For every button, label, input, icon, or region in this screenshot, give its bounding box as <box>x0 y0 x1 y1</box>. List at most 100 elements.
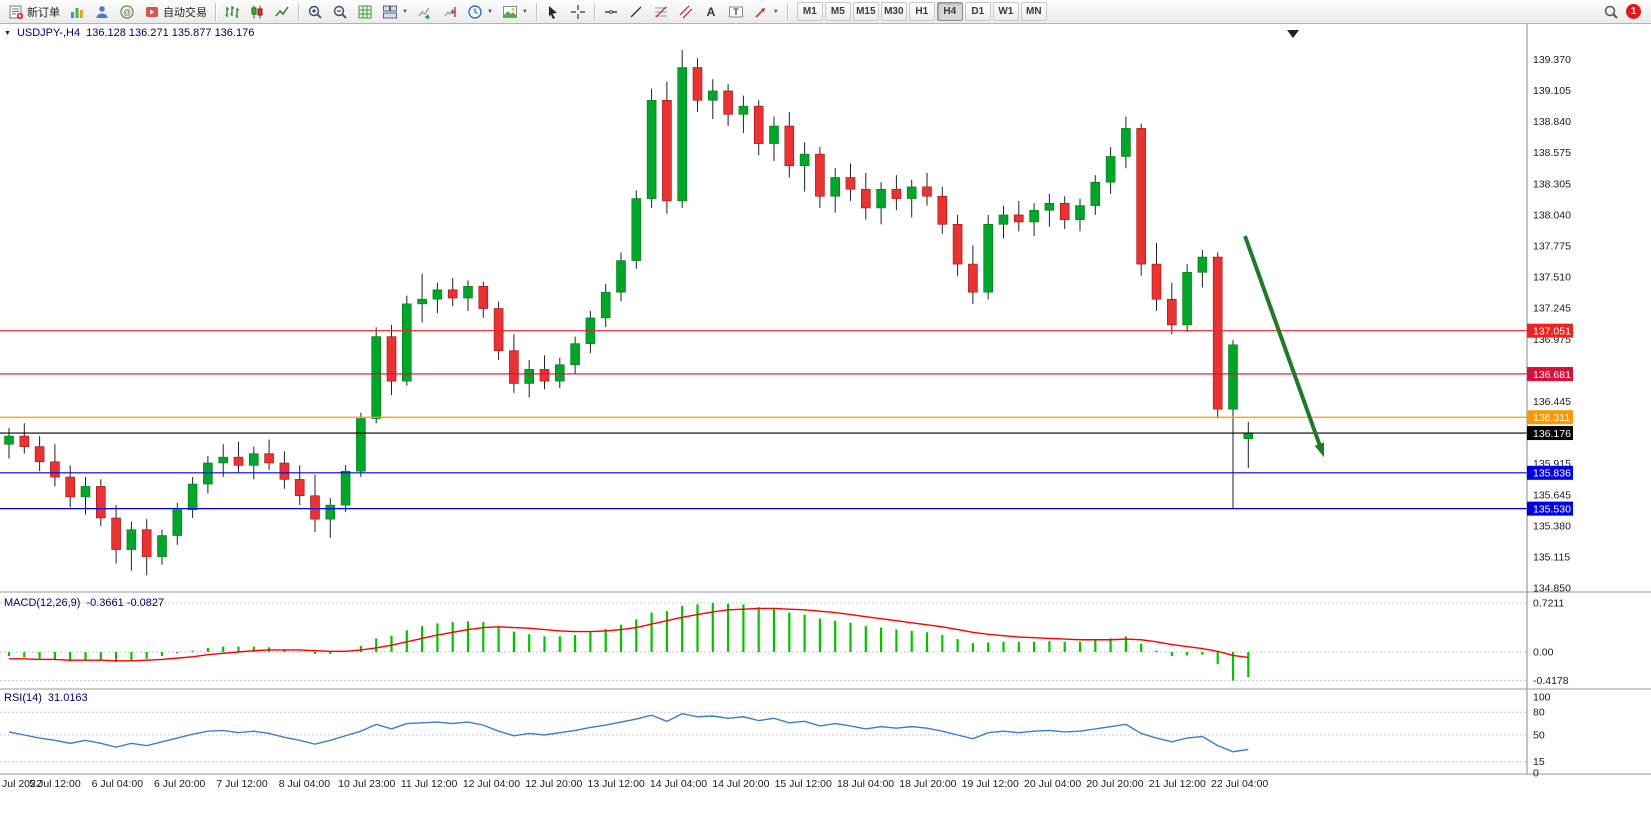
period-button[interactable]: ▼ <box>463 1 497 22</box>
svg-text:10 Jul 23:00: 10 Jul 23:00 <box>338 778 395 790</box>
candlestick-icon <box>251 5 263 18</box>
chevron-down-icon: ▼ <box>486 8 493 15</box>
fibonacci-icon <box>654 6 667 17</box>
chart-shift-marker[interactable] <box>1287 30 1299 38</box>
svg-text:137.775: 137.775 <box>1533 240 1571 252</box>
macd-panel[interactable]: 0.7211 0.00 -0.4178 <box>0 597 1569 687</box>
arrow-tool-icon <box>755 7 765 18</box>
svg-text:135.115: 135.115 <box>1533 552 1570 564</box>
clock-icon <box>468 4 482 19</box>
rsi-panel[interactable]: 100 80 50 150 <box>0 692 1551 780</box>
zoom-in-button[interactable] <box>303 1 327 22</box>
text-button[interactable]: A <box>699 1 723 22</box>
svg-text:100: 100 <box>1533 692 1551 704</box>
svg-text:136.176: 136.176 <box>1533 428 1571 440</box>
channel-icon <box>679 5 693 18</box>
templates-icon <box>502 5 517 18</box>
tile-windows-icon <box>383 5 397 18</box>
svg-text:138.040: 138.040 <box>1533 209 1571 221</box>
timeframe-h4-button[interactable]: H4 <box>936 2 963 21</box>
chevron-down-icon: ▼ <box>772 8 779 15</box>
chart-canvas[interactable]: 139.370 139.105 138.840 138.575 138.305 138.0… <box>0 24 1651 830</box>
svg-text:138.575: 138.575 <box>1533 147 1571 159</box>
line-chart-button[interactable] <box>270 1 294 22</box>
crosshair-button[interactable] <box>566 1 590 22</box>
grid-button[interactable] <box>353 1 377 22</box>
svg-text:15 Jul 12:00: 15 Jul 12:00 <box>775 778 832 790</box>
candlestick-chart-button[interactable] <box>245 1 269 22</box>
svg-text:138.305: 138.305 <box>1533 178 1571 190</box>
chart-shift-button[interactable] <box>438 1 462 22</box>
grid-icon <box>358 5 372 18</box>
toolbar-separator <box>535 2 537 21</box>
horizontal-line-button[interactable] <box>599 1 623 22</box>
timeframe-m1-button[interactable]: M1 <box>796 2 823 21</box>
chart-window[interactable]: 139.370 139.105 138.840 138.575 138.305 138.0… <box>0 24 1651 830</box>
trend-arrow-annotation[interactable] <box>1243 235 1325 458</box>
line-chart-icon <box>275 6 289 16</box>
price-axis[interactable]: 139.370 139.105 138.840 138.575 138.305 138.0… <box>1527 54 1573 595</box>
svg-text:12 Jul 20:00: 12 Jul 20:00 <box>525 778 582 790</box>
mql-editor-button[interactable]: @ <box>115 1 139 22</box>
timeframe-h1-button[interactable]: H1 <box>908 2 935 21</box>
tile-windows-button[interactable]: ▼ <box>378 1 412 22</box>
charts-button[interactable] <box>65 1 89 22</box>
text-icon: A <box>707 5 716 19</box>
timeframe-m5-button[interactable]: M5 <box>824 2 851 21</box>
timeframe-toolbar: M1 M5 M15 M30 H1 H4 D1 W1 MN <box>796 2 1048 21</box>
text-label-button[interactable]: T <box>724 1 748 22</box>
zoom-out-icon <box>333 5 347 19</box>
price-tag <box>1527 426 1573 441</box>
price-tag <box>1527 323 1573 338</box>
svg-text:20 Jul 20:00: 20 Jul 20:00 <box>1086 778 1143 790</box>
autotrading-icon <box>146 6 158 17</box>
toolbar-separator <box>215 2 216 21</box>
auto-scroll-button[interactable] <box>413 1 437 22</box>
templates-button[interactable]: ▼ <box>498 1 532 22</box>
svg-text:136.681: 136.681 <box>1533 369 1571 381</box>
channel-button[interactable] <box>674 1 698 22</box>
cursor-button[interactable] <box>541 1 565 22</box>
svg-text:0.7211: 0.7211 <box>1533 597 1564 609</box>
zoom-out-button[interactable] <box>328 1 352 22</box>
timeframe-mn-button[interactable]: MN <box>1020 2 1047 21</box>
timeframe-d1-button[interactable]: D1 <box>964 2 991 21</box>
text-label-icon: T <box>728 6 743 17</box>
candlestick-series[interactable] <box>4 49 1254 576</box>
new-order-icon <box>9 5 24 19</box>
market-watch-button[interactable] <box>90 1 114 22</box>
svg-text:18 Jul 20:00: 18 Jul 20:00 <box>899 778 956 790</box>
search-button[interactable] <box>1599 1 1623 22</box>
svg-text:18 Jul 04:00: 18 Jul 04:00 <box>837 778 894 790</box>
fibonacci-button[interactable] <box>649 1 673 22</box>
svg-text:14 Jul 04:00: 14 Jul 04:00 <box>650 778 707 790</box>
level-lines[interactable] <box>0 330 1527 510</box>
crosshair-icon <box>570 4 585 19</box>
timeframe-w1-button[interactable]: W1 <box>992 2 1019 21</box>
svg-text:135.836: 135.836 <box>1533 468 1571 480</box>
new-order-button[interactable]: 新订单 <box>4 1 64 22</box>
price-tag <box>1527 366 1573 381</box>
timeframe-m30-button[interactable]: M30 <box>880 2 907 21</box>
trendline-icon <box>630 6 642 17</box>
svg-text:135.645: 135.645 <box>1533 490 1571 502</box>
svg-text:5 Jul 12:00: 5 Jul 12:00 <box>29 778 81 790</box>
autotrading-label: 自动交易 <box>163 6 207 19</box>
notification-badge[interactable]: 1 <box>1626 4 1641 19</box>
svg-text:135.530: 135.530 <box>1533 503 1571 515</box>
arrows-button[interactable]: ▼ <box>749 1 783 22</box>
rsi-line <box>8 712 1249 753</box>
market-watch-icon <box>96 5 108 18</box>
svg-text:6 Jul 20:00: 6 Jul 20:00 <box>154 778 206 790</box>
charts-icon <box>71 7 83 18</box>
price-tag <box>1527 410 1573 425</box>
timeframe-m15-button[interactable]: M15 <box>852 2 879 21</box>
autotrading-button[interactable]: 自动交易 <box>140 1 211 22</box>
trendline-button[interactable] <box>624 1 648 22</box>
bar-chart-button[interactable] <box>220 1 244 22</box>
svg-text:@: @ <box>123 8 131 17</box>
toolbar-separator <box>593 2 595 21</box>
toolbar: 新订单 @ 自动交易 ▼ ▼ <box>0 0 1651 24</box>
svg-text:T: T <box>733 7 739 17</box>
